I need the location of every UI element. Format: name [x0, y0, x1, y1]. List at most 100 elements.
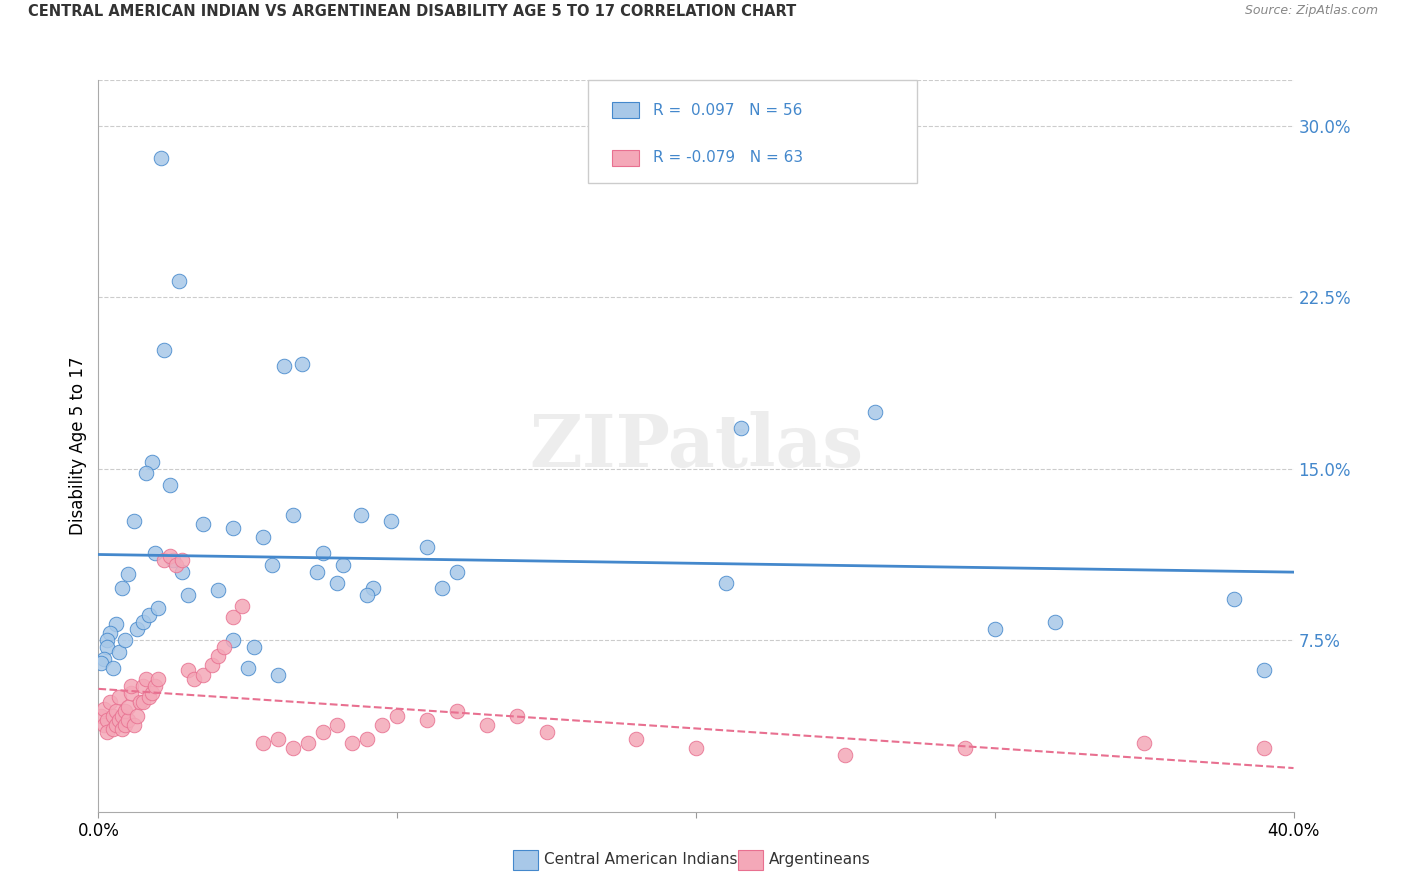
Point: [332, 558, 354, 572]
Point: [363, 581, 385, 595]
Point: [162, 553, 184, 567]
Point: [111, 581, 134, 595]
Point: [96, 640, 118, 655]
Point: [1223, 592, 1246, 607]
Point: [430, 581, 453, 595]
Bar: [613, 150, 638, 166]
Point: [165, 558, 187, 572]
Point: [148, 601, 170, 615]
Point: [236, 661, 259, 675]
Point: [111, 723, 134, 737]
Point: [153, 553, 176, 567]
Point: [135, 672, 157, 686]
Point: [138, 608, 160, 623]
Point: [385, 708, 409, 723]
Point: [124, 515, 146, 529]
Point: [177, 588, 200, 602]
Text: Source: ZipAtlas.com: Source: ZipAtlas.com: [1244, 4, 1378, 18]
Point: [834, 747, 856, 762]
Point: [311, 546, 333, 560]
Point: [714, 576, 737, 591]
Text: R = -0.079   N = 63: R = -0.079 N = 63: [652, 151, 803, 165]
Point: [326, 576, 349, 591]
Point: [297, 736, 319, 750]
Point: [252, 736, 274, 750]
Point: [93, 651, 115, 665]
Point: [212, 640, 235, 655]
Point: [984, 622, 1007, 636]
Point: [143, 546, 166, 560]
Point: [416, 714, 439, 728]
Point: [103, 661, 125, 675]
Point: [222, 610, 245, 624]
Point: [114, 704, 136, 718]
Point: [103, 723, 125, 737]
Point: [416, 540, 439, 554]
Point: [350, 508, 373, 522]
Point: [127, 708, 149, 723]
Text: R =  0.097   N = 56: R = 0.097 N = 56: [652, 103, 803, 118]
Point: [201, 658, 224, 673]
Y-axis label: Disability Age 5 to 17: Disability Age 5 to 17: [69, 357, 87, 535]
Point: [222, 633, 245, 648]
Point: [138, 690, 160, 705]
Point: [506, 708, 529, 723]
Point: [1133, 736, 1156, 750]
Point: [153, 343, 176, 357]
Point: [108, 690, 131, 705]
Text: CENTRAL AMERICAN INDIAN VS ARGENTINEAN DISABILITY AGE 5 TO 17 CORRELATION CHART: CENTRAL AMERICAN INDIAN VS ARGENTINEAN D…: [28, 4, 796, 20]
Point: [93, 702, 115, 716]
Point: [90, 708, 112, 723]
Point: [685, 740, 707, 755]
Point: [141, 455, 163, 469]
Point: [326, 718, 349, 732]
Point: [172, 565, 194, 579]
Point: [305, 565, 328, 579]
Point: [135, 467, 157, 481]
Point: [1253, 663, 1275, 677]
Point: [356, 588, 378, 602]
Point: [243, 640, 266, 655]
Point: [207, 582, 229, 597]
Text: ZIPatlas: ZIPatlas: [529, 410, 863, 482]
Point: [120, 686, 142, 700]
Point: [105, 617, 128, 632]
Point: [273, 359, 295, 373]
Point: [124, 718, 146, 732]
Point: [260, 558, 283, 572]
Point: [108, 645, 131, 659]
Point: [342, 736, 364, 750]
Point: [183, 672, 205, 686]
Point: [132, 615, 155, 629]
Point: [100, 626, 122, 640]
Point: [117, 567, 139, 582]
Point: [953, 740, 976, 755]
Point: [132, 679, 155, 693]
Point: [96, 633, 118, 648]
Point: [267, 731, 290, 746]
Point: [159, 549, 181, 563]
Point: [1043, 615, 1066, 629]
Point: [150, 151, 173, 165]
Point: [626, 731, 648, 746]
Point: [117, 699, 139, 714]
Text: Argentineans: Argentineans: [769, 853, 870, 867]
Text: Central American Indians: Central American Indians: [544, 853, 738, 867]
Point: [105, 704, 128, 718]
Point: [281, 740, 304, 755]
Point: [536, 724, 558, 739]
Point: [191, 667, 214, 681]
Point: [475, 718, 498, 732]
Point: [207, 649, 229, 664]
Point: [446, 565, 468, 579]
Point: [129, 695, 152, 709]
Point: [222, 521, 245, 535]
Point: [141, 686, 163, 700]
Point: [356, 731, 378, 746]
Point: [730, 420, 752, 434]
Point: [446, 704, 468, 718]
Point: [96, 724, 118, 739]
Point: [108, 714, 131, 728]
Point: [1253, 740, 1275, 755]
Point: [111, 708, 134, 723]
